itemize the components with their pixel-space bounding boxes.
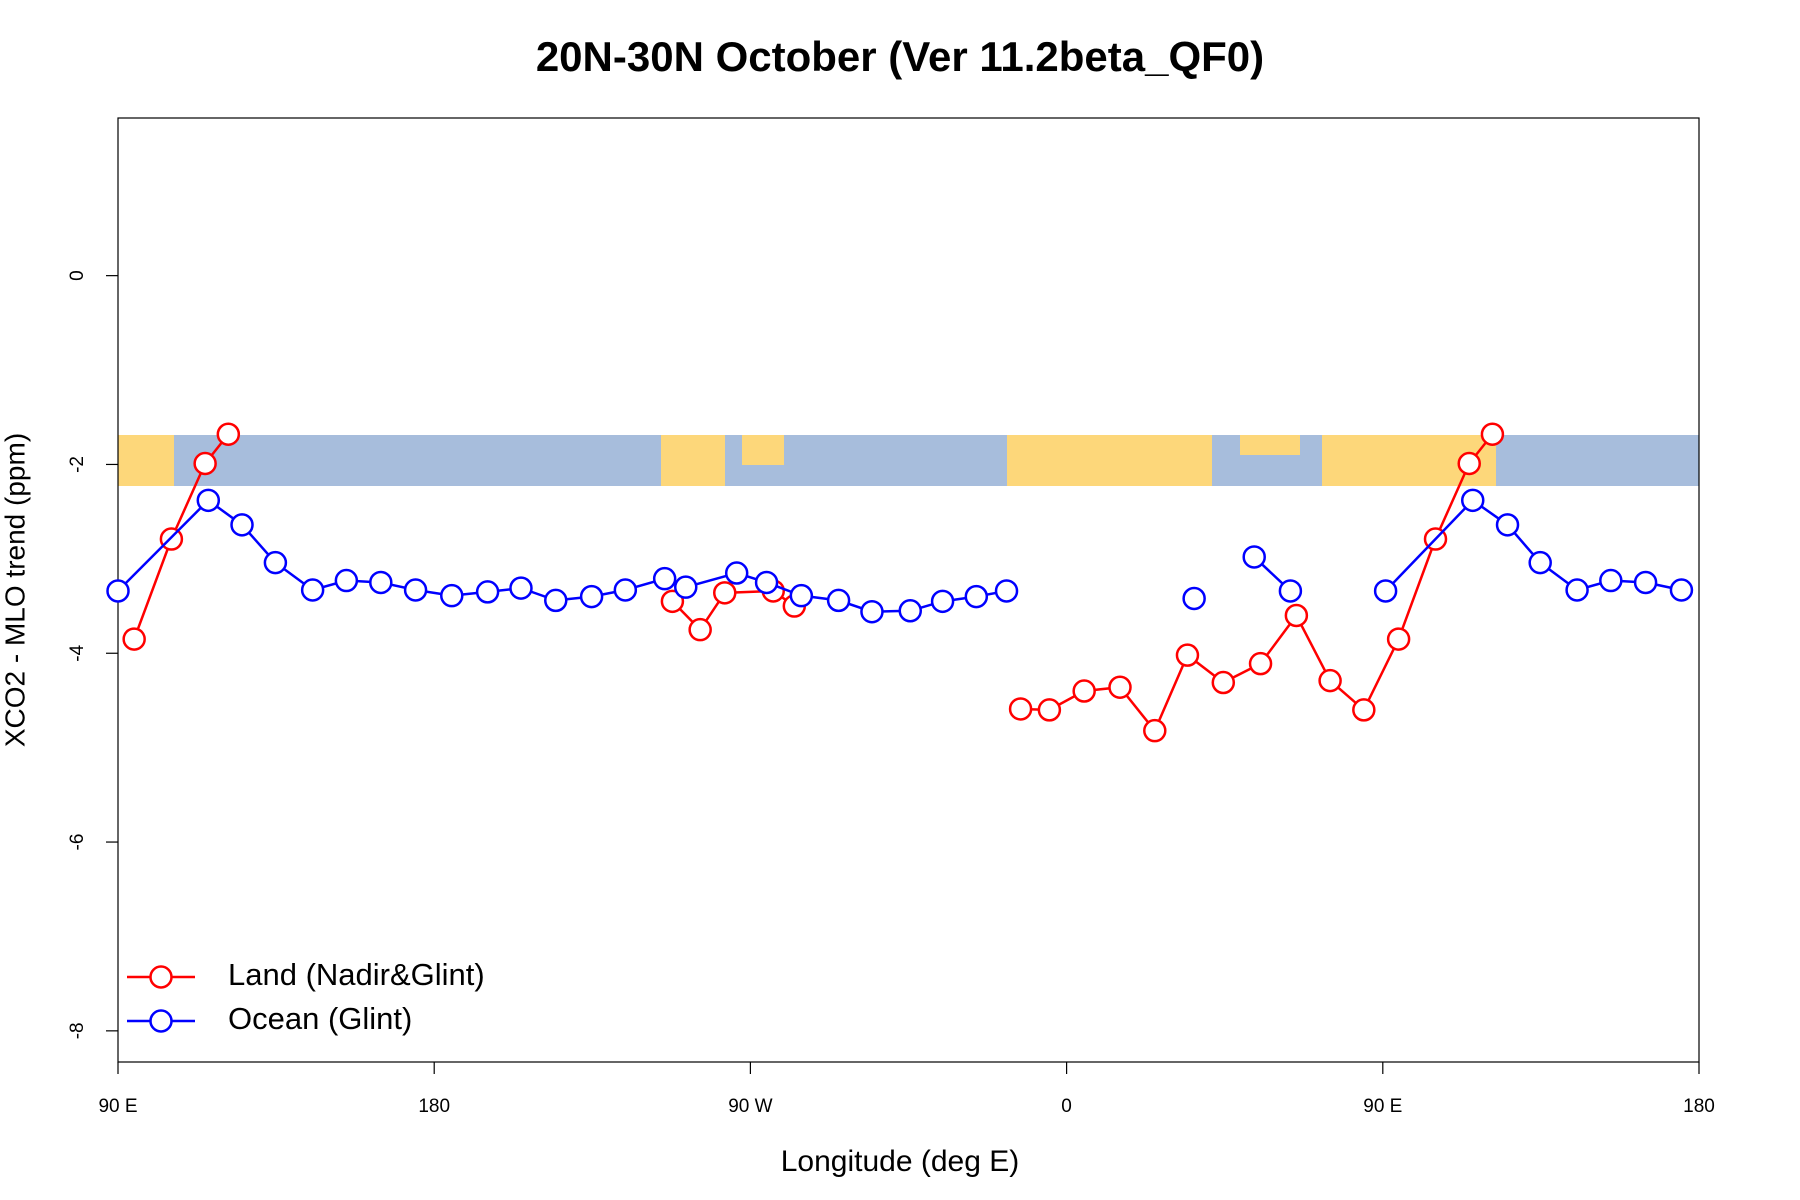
data-point xyxy=(660,589,685,614)
x-tick-label: 0 xyxy=(1061,1096,1072,1117)
data-point xyxy=(1460,488,1485,513)
data-point xyxy=(196,488,221,513)
data-point xyxy=(1108,675,1132,699)
data-point xyxy=(230,513,254,537)
data-point xyxy=(544,588,568,613)
data-point xyxy=(216,422,241,446)
data-point xyxy=(994,579,1019,603)
data-point xyxy=(1284,603,1309,628)
data-point xyxy=(106,579,130,603)
data-point xyxy=(369,570,393,595)
data-point xyxy=(652,566,677,591)
data-point xyxy=(122,627,146,651)
map-band xyxy=(118,435,1699,486)
data-point xyxy=(1242,545,1266,569)
data-point xyxy=(674,575,698,599)
data-point xyxy=(930,589,955,614)
data-point xyxy=(1182,586,1206,611)
y-axis-label: XCO2 - MLO trend (ppm) xyxy=(0,433,30,747)
data-point xyxy=(509,576,533,600)
data-point xyxy=(579,584,604,609)
legend-marker xyxy=(149,1009,173,1033)
y-tick-label: -6 xyxy=(67,834,88,851)
data-point xyxy=(1386,627,1411,651)
x-axis-label: Longitude (deg E) xyxy=(781,1145,1020,1178)
series-line xyxy=(132,433,230,640)
data-point xyxy=(724,561,749,585)
data-point xyxy=(1599,568,1623,593)
data-point xyxy=(898,599,923,623)
data-point xyxy=(754,570,779,595)
data-point xyxy=(1248,651,1273,676)
data-point xyxy=(1175,643,1200,667)
data-point xyxy=(1457,451,1481,476)
data-point xyxy=(860,599,884,624)
data-point xyxy=(1495,513,1520,537)
x-tick-label: 90 W xyxy=(728,1096,772,1117)
data-point xyxy=(1480,422,1505,446)
x-tick-label: 90 E xyxy=(98,1096,137,1117)
data-point xyxy=(403,578,428,602)
data-point xyxy=(1528,550,1552,575)
data-point xyxy=(964,584,989,609)
data-point xyxy=(789,583,814,608)
data-point xyxy=(1318,668,1342,693)
data-point xyxy=(1072,679,1096,703)
x-tick-label: 180 xyxy=(1683,1096,1715,1117)
data-point xyxy=(300,578,325,602)
legend-marker xyxy=(149,965,173,989)
data-point xyxy=(1211,670,1236,695)
data-point xyxy=(1565,578,1589,602)
data-point xyxy=(193,451,217,476)
data-point xyxy=(1352,698,1376,722)
data-point xyxy=(1037,698,1062,722)
legend-label: Ocean (Glint) xyxy=(228,1001,412,1036)
y-tick-label: -4 xyxy=(67,644,88,661)
data-point xyxy=(1669,578,1694,602)
x-tick-label: 90 E xyxy=(1363,1096,1402,1117)
data-point xyxy=(1373,579,1398,603)
data-point xyxy=(688,617,712,642)
data-point xyxy=(475,580,500,604)
data-point xyxy=(713,581,737,605)
chart-title: 20N-30N October (Ver 11.2beta_QF0) xyxy=(536,33,1264,80)
data-point xyxy=(440,583,464,608)
y-tick-label: 0 xyxy=(67,270,88,281)
legend-label: Land (Nadir&Glint) xyxy=(228,957,485,992)
data-point xyxy=(1278,579,1303,603)
data-point xyxy=(334,568,359,593)
data-point xyxy=(826,588,851,613)
data-point xyxy=(1143,718,1167,743)
data-point xyxy=(1008,697,1033,721)
data-point xyxy=(613,578,638,602)
y-tick-label: -2 xyxy=(67,456,88,473)
plot-frame xyxy=(117,117,1700,1063)
x-tick-label: 180 xyxy=(418,1096,450,1117)
y-tick-label: -8 xyxy=(67,1022,88,1039)
data-point xyxy=(1633,570,1658,595)
data-point xyxy=(263,550,288,575)
